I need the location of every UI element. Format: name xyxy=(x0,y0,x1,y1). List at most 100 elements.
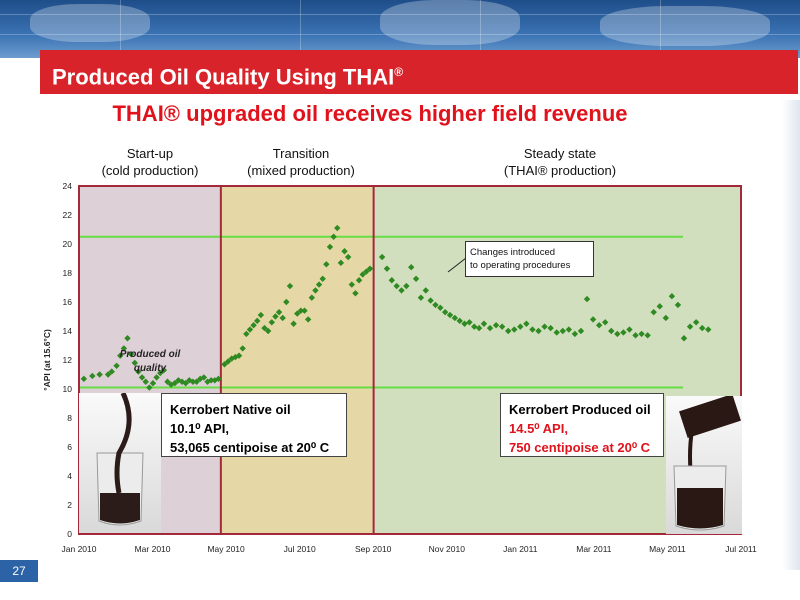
data-point xyxy=(466,319,473,326)
data-point xyxy=(403,282,410,290)
x-tick-label: Mar 2011 xyxy=(576,544,612,554)
annotation-leader-line xyxy=(447,257,467,273)
data-point xyxy=(120,345,128,352)
data-point xyxy=(264,327,272,335)
data-point xyxy=(235,352,243,359)
x-tick-label: Nov 2010 xyxy=(429,544,466,554)
annotation-line: Changes introduced xyxy=(470,247,556,258)
data-point xyxy=(239,345,246,352)
data-point xyxy=(650,308,657,316)
grid-decoration xyxy=(0,14,800,15)
data-point xyxy=(261,324,268,332)
data-point xyxy=(182,380,189,387)
slide-subtitle: THAI® upgraded oil receives higher field… xyxy=(112,101,628,126)
data-point xyxy=(246,326,254,333)
data-point xyxy=(475,324,483,332)
produced-oil-quality-label: quality xyxy=(134,363,167,374)
phase-label-transition: Transition (mixed production) xyxy=(228,145,374,179)
slide-title-text: Produced Oil Quality Using THAI xyxy=(52,64,395,90)
data-point xyxy=(451,314,459,322)
data-point xyxy=(149,380,157,387)
data-point xyxy=(422,287,429,294)
data-point xyxy=(553,329,560,336)
phase-label-startup: Start-up (cold production) xyxy=(84,145,216,179)
data-point xyxy=(348,281,356,288)
x-tick-label: Sep 2010 xyxy=(355,544,392,554)
data-point xyxy=(89,372,96,380)
data-point xyxy=(498,323,506,330)
data-point xyxy=(541,323,548,330)
data-point xyxy=(547,324,554,332)
data-point xyxy=(221,361,228,368)
data-point xyxy=(294,310,301,317)
header-banner xyxy=(0,0,800,58)
data-point xyxy=(529,326,536,333)
data-point xyxy=(511,326,518,333)
phase-label-line: Steady state xyxy=(523,146,597,161)
data-point xyxy=(135,368,142,375)
data-point xyxy=(505,327,512,335)
data-point xyxy=(359,271,366,278)
data-point xyxy=(644,332,651,339)
data-point xyxy=(272,313,279,320)
data-point xyxy=(275,308,283,316)
data-point xyxy=(290,320,297,327)
data-point xyxy=(283,298,290,306)
data-point xyxy=(104,371,112,378)
y-tick-label: 20 xyxy=(63,239,73,249)
phase-label-steady-state: Steady state (THAI® production) xyxy=(480,145,640,179)
data-point xyxy=(565,326,573,333)
continent-decoration xyxy=(380,0,520,45)
data-point xyxy=(692,319,700,326)
data-point xyxy=(486,324,494,332)
data-point xyxy=(589,316,597,323)
native-oil-viscosity: 53,065 centipoise at 20⁰ C xyxy=(170,440,330,455)
data-point xyxy=(620,329,627,336)
plot-frame xyxy=(78,185,742,535)
data-point xyxy=(341,248,348,255)
changes-annotation: Changes introduced to operating procedur… xyxy=(465,241,594,277)
data-point xyxy=(344,253,352,261)
phase-label-line: (cold production) xyxy=(101,163,199,178)
data-point xyxy=(393,282,400,290)
data-point xyxy=(608,327,615,335)
produced-oil-beaker-photo xyxy=(666,396,742,534)
y-tick-label: 6 xyxy=(67,442,72,452)
data-point xyxy=(301,307,308,314)
data-point xyxy=(164,378,171,385)
data-point xyxy=(197,375,204,383)
x-tick-label: May 2010 xyxy=(207,544,245,554)
y-tick-label: 12 xyxy=(63,355,73,365)
data-point xyxy=(200,374,208,381)
data-point xyxy=(461,320,468,327)
data-point xyxy=(383,265,391,272)
data-point xyxy=(337,259,345,267)
data-point xyxy=(142,378,149,385)
data-point xyxy=(215,375,222,383)
data-point xyxy=(595,322,603,329)
grid-decoration xyxy=(480,0,481,58)
data-point xyxy=(326,243,334,251)
y-tick-label: 0 xyxy=(67,529,72,539)
data-point xyxy=(571,330,579,338)
x-tick-label: Jan 2011 xyxy=(503,544,538,554)
data-point xyxy=(674,301,682,309)
data-point xyxy=(304,316,312,323)
data-point xyxy=(113,362,120,369)
data-point xyxy=(250,322,257,329)
produced-oil-box: Kerrobert Produced oil 14.5⁰ API, 750 ce… xyxy=(500,393,664,457)
y-tick-label: 8 xyxy=(67,413,72,423)
data-point xyxy=(131,359,138,367)
data-point xyxy=(638,330,645,338)
data-point xyxy=(699,324,706,332)
data-point xyxy=(207,377,215,384)
data-point xyxy=(334,224,341,232)
y-tick-label: 14 xyxy=(63,326,73,336)
data-point xyxy=(614,330,621,338)
data-point xyxy=(656,303,663,310)
phase-label-line: (mixed production) xyxy=(247,163,355,178)
data-point xyxy=(279,314,286,322)
grid-decoration xyxy=(0,34,800,35)
data-point xyxy=(315,281,323,288)
produced-oil-title: Kerrobert Produced oil xyxy=(509,402,651,417)
